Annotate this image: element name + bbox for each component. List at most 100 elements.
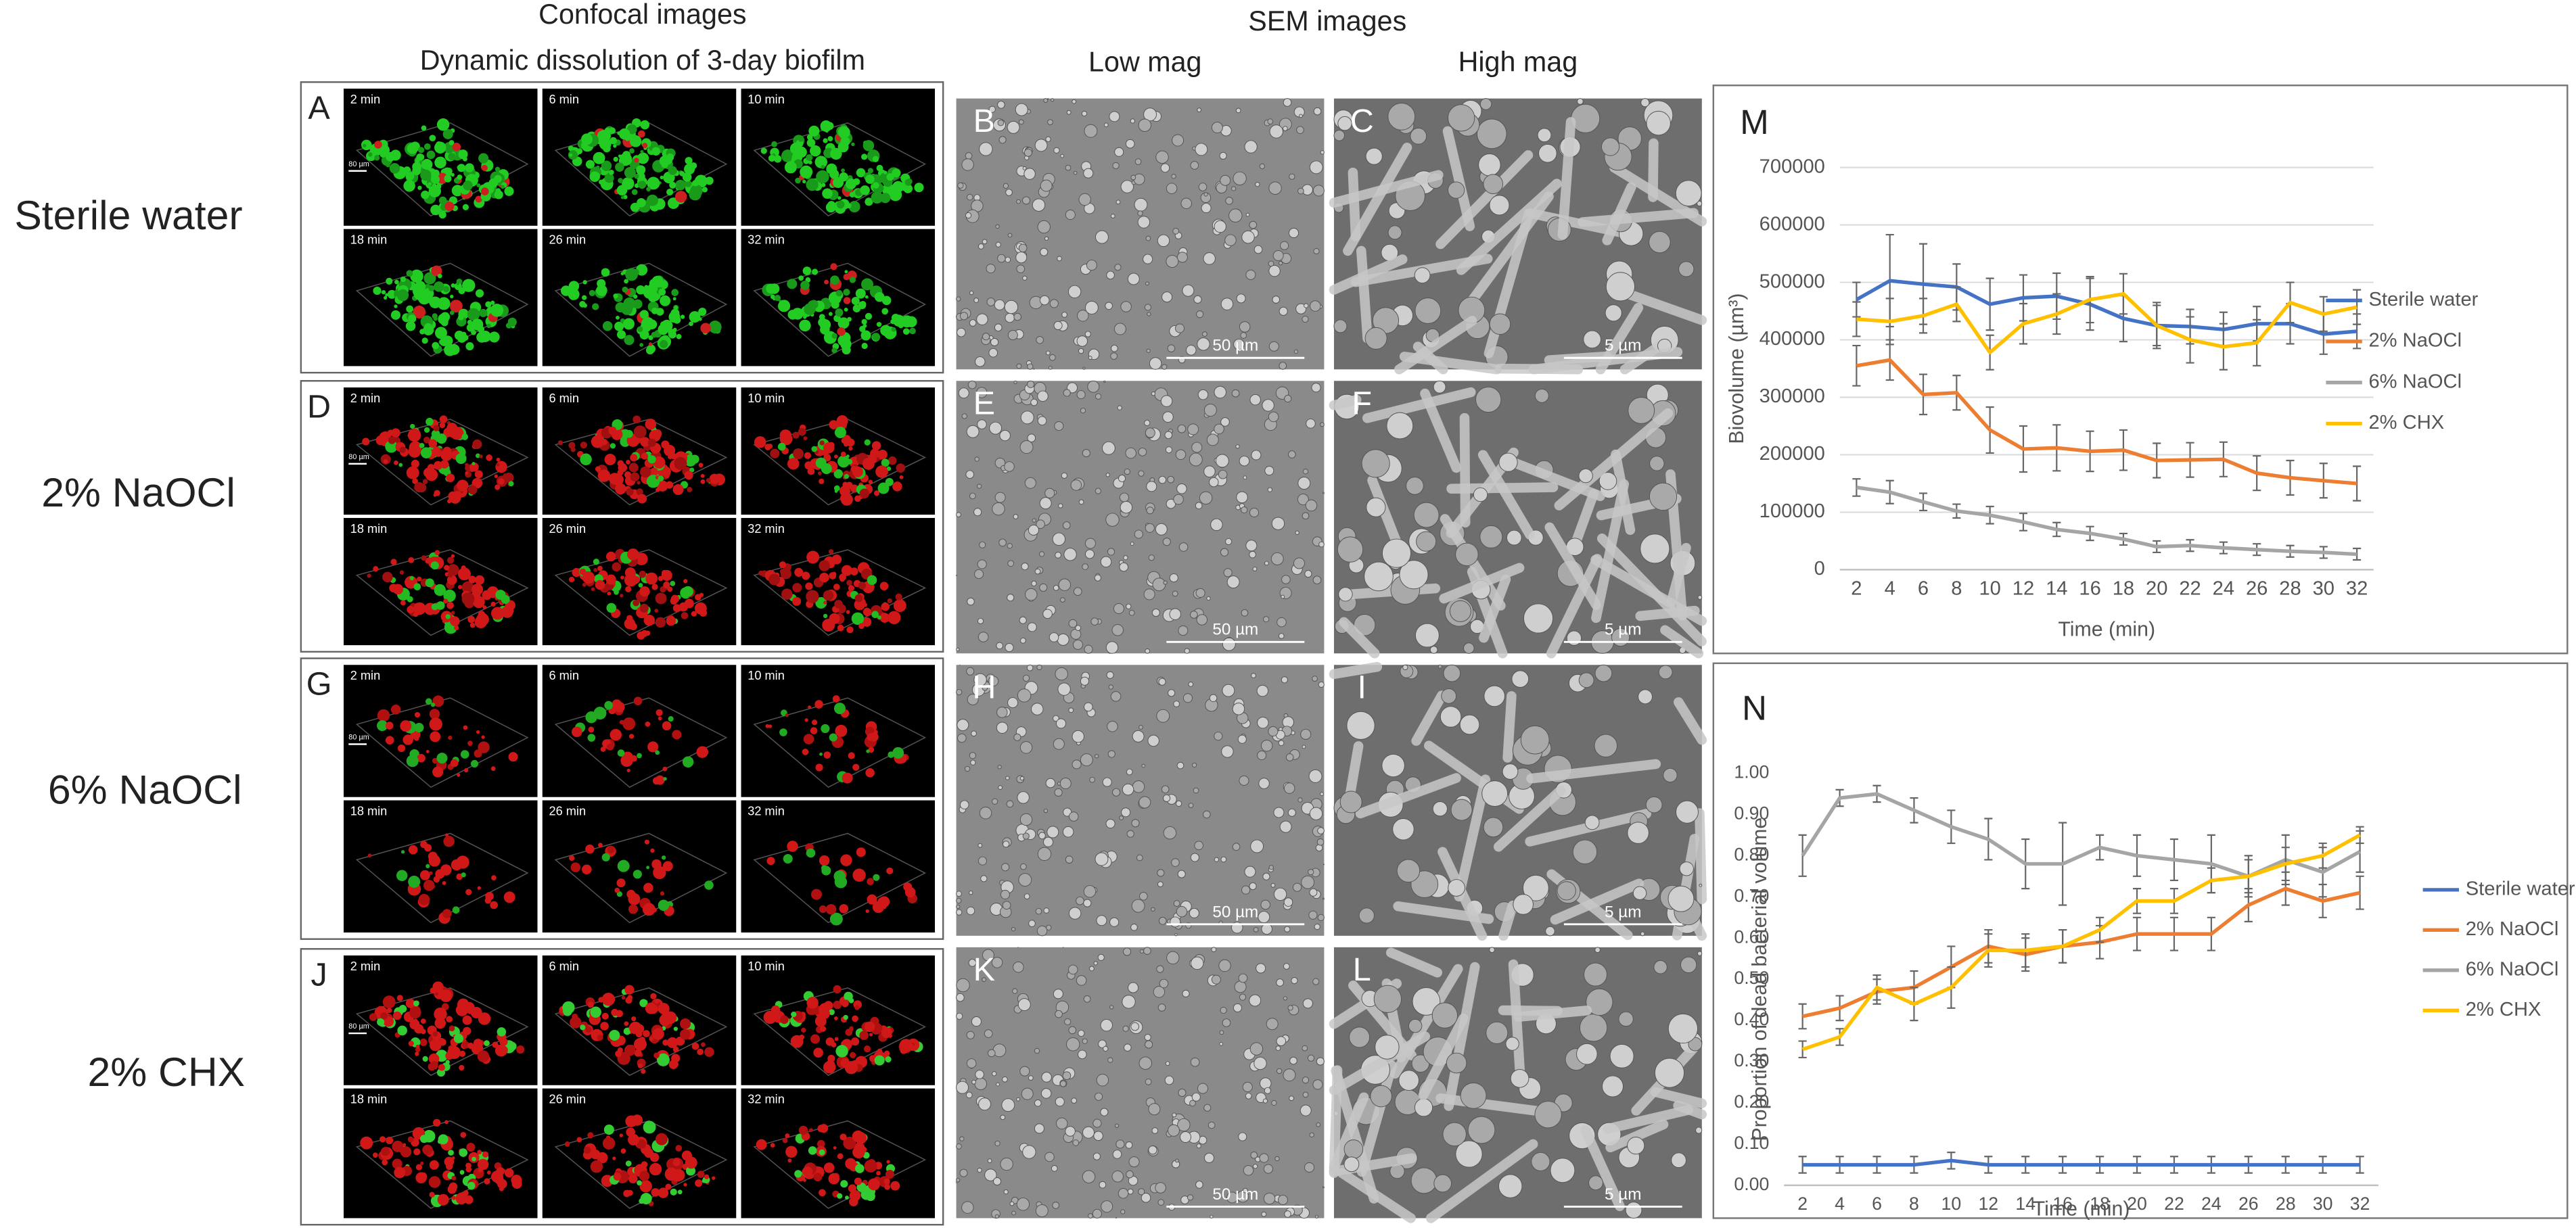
image-texture <box>443 456 448 461</box>
image-texture <box>1128 609 1135 616</box>
image-texture <box>1663 768 1678 783</box>
image-texture <box>1165 446 1173 454</box>
image-texture <box>1004 461 1015 472</box>
image-texture <box>1016 363 1022 369</box>
image-texture <box>1117 405 1122 410</box>
image-texture <box>821 463 832 475</box>
image-texture <box>888 611 901 625</box>
image-texture <box>1410 1167 1438 1194</box>
image-texture <box>1329 254 1408 295</box>
image-texture <box>689 321 693 327</box>
image-texture <box>1163 794 1171 802</box>
image-texture <box>1254 245 1263 254</box>
image-texture <box>1004 300 1019 314</box>
image-texture <box>877 615 881 620</box>
image-texture <box>381 1147 390 1156</box>
legend-label: 2% NaOCl <box>2368 330 2462 352</box>
image-texture <box>385 440 398 453</box>
image-texture <box>1147 734 1159 747</box>
image-texture <box>1072 639 1084 650</box>
image-texture <box>1252 567 1258 571</box>
image-texture <box>829 613 840 624</box>
image-texture <box>698 463 704 468</box>
image-texture <box>438 1134 448 1145</box>
image-texture <box>787 841 798 852</box>
image-texture <box>600 1022 609 1031</box>
image-texture <box>819 560 830 571</box>
image-texture <box>598 843 603 848</box>
image-texture <box>867 878 874 886</box>
image-texture <box>1058 503 1063 509</box>
image-texture <box>766 857 775 866</box>
image-texture <box>1007 697 1019 709</box>
image-texture <box>426 750 430 753</box>
image-texture <box>1271 1100 1277 1106</box>
image-texture <box>670 308 680 318</box>
image-texture <box>825 202 836 213</box>
image-texture <box>835 1045 848 1058</box>
image-texture <box>1627 1137 1645 1155</box>
image-texture <box>609 1029 620 1041</box>
image-texture <box>1112 162 1120 170</box>
image-texture <box>1002 901 1011 910</box>
image-texture <box>1034 568 1041 575</box>
image-texture <box>833 469 844 479</box>
image-texture <box>994 323 1003 332</box>
image-texture <box>709 473 720 485</box>
image-texture <box>1283 897 1293 907</box>
image-texture <box>1088 966 1095 972</box>
image-texture <box>1197 389 1209 400</box>
x-tick-label: 24 <box>2213 577 2234 599</box>
image-texture <box>472 1156 476 1162</box>
image-texture <box>1026 664 1034 671</box>
error-bar <box>1852 478 1861 497</box>
image-texture <box>425 698 432 705</box>
image-texture <box>1632 886 1647 900</box>
image-texture <box>690 454 699 464</box>
image-texture <box>783 853 793 864</box>
image-texture <box>1609 1043 1634 1068</box>
image-texture <box>1438 664 1442 669</box>
image-texture <box>1214 857 1220 862</box>
image-texture <box>628 463 639 473</box>
image-texture <box>1162 364 1168 370</box>
image-texture <box>699 592 704 597</box>
image-texture <box>612 562 622 572</box>
image-texture <box>801 1027 806 1033</box>
image-texture <box>1235 108 1241 114</box>
image-texture <box>1195 588 1205 598</box>
image-texture <box>850 1052 856 1058</box>
image-texture <box>1408 1018 1423 1033</box>
image-texture <box>1158 916 1167 925</box>
image-texture <box>835 724 848 737</box>
image-texture <box>1124 468 1130 475</box>
panel-letter: K <box>973 951 995 988</box>
image-texture <box>1084 538 1096 549</box>
image-texture <box>640 149 644 154</box>
image-texture <box>614 887 620 893</box>
image-texture <box>386 151 396 162</box>
image-texture <box>419 1038 428 1046</box>
image-texture <box>966 425 980 438</box>
image-texture <box>819 478 825 484</box>
image-texture <box>451 172 455 177</box>
image-texture <box>1309 888 1318 897</box>
image-texture <box>607 591 612 596</box>
image-texture <box>877 482 890 494</box>
image-texture <box>844 999 849 1004</box>
series-line <box>1856 358 2358 486</box>
image-texture <box>390 705 401 715</box>
image-texture <box>442 881 446 885</box>
image-texture <box>1197 1083 1209 1094</box>
image-texture <box>636 172 645 181</box>
image-texture <box>386 277 393 285</box>
image-texture <box>589 171 600 183</box>
image-texture <box>971 1079 976 1085</box>
image-texture <box>799 1035 805 1040</box>
image-texture <box>1046 826 1059 839</box>
image-texture <box>833 985 842 994</box>
image-texture <box>1311 383 1321 393</box>
image-texture <box>1006 800 1014 808</box>
image-texture <box>1075 625 1082 632</box>
image-texture <box>837 1193 843 1199</box>
